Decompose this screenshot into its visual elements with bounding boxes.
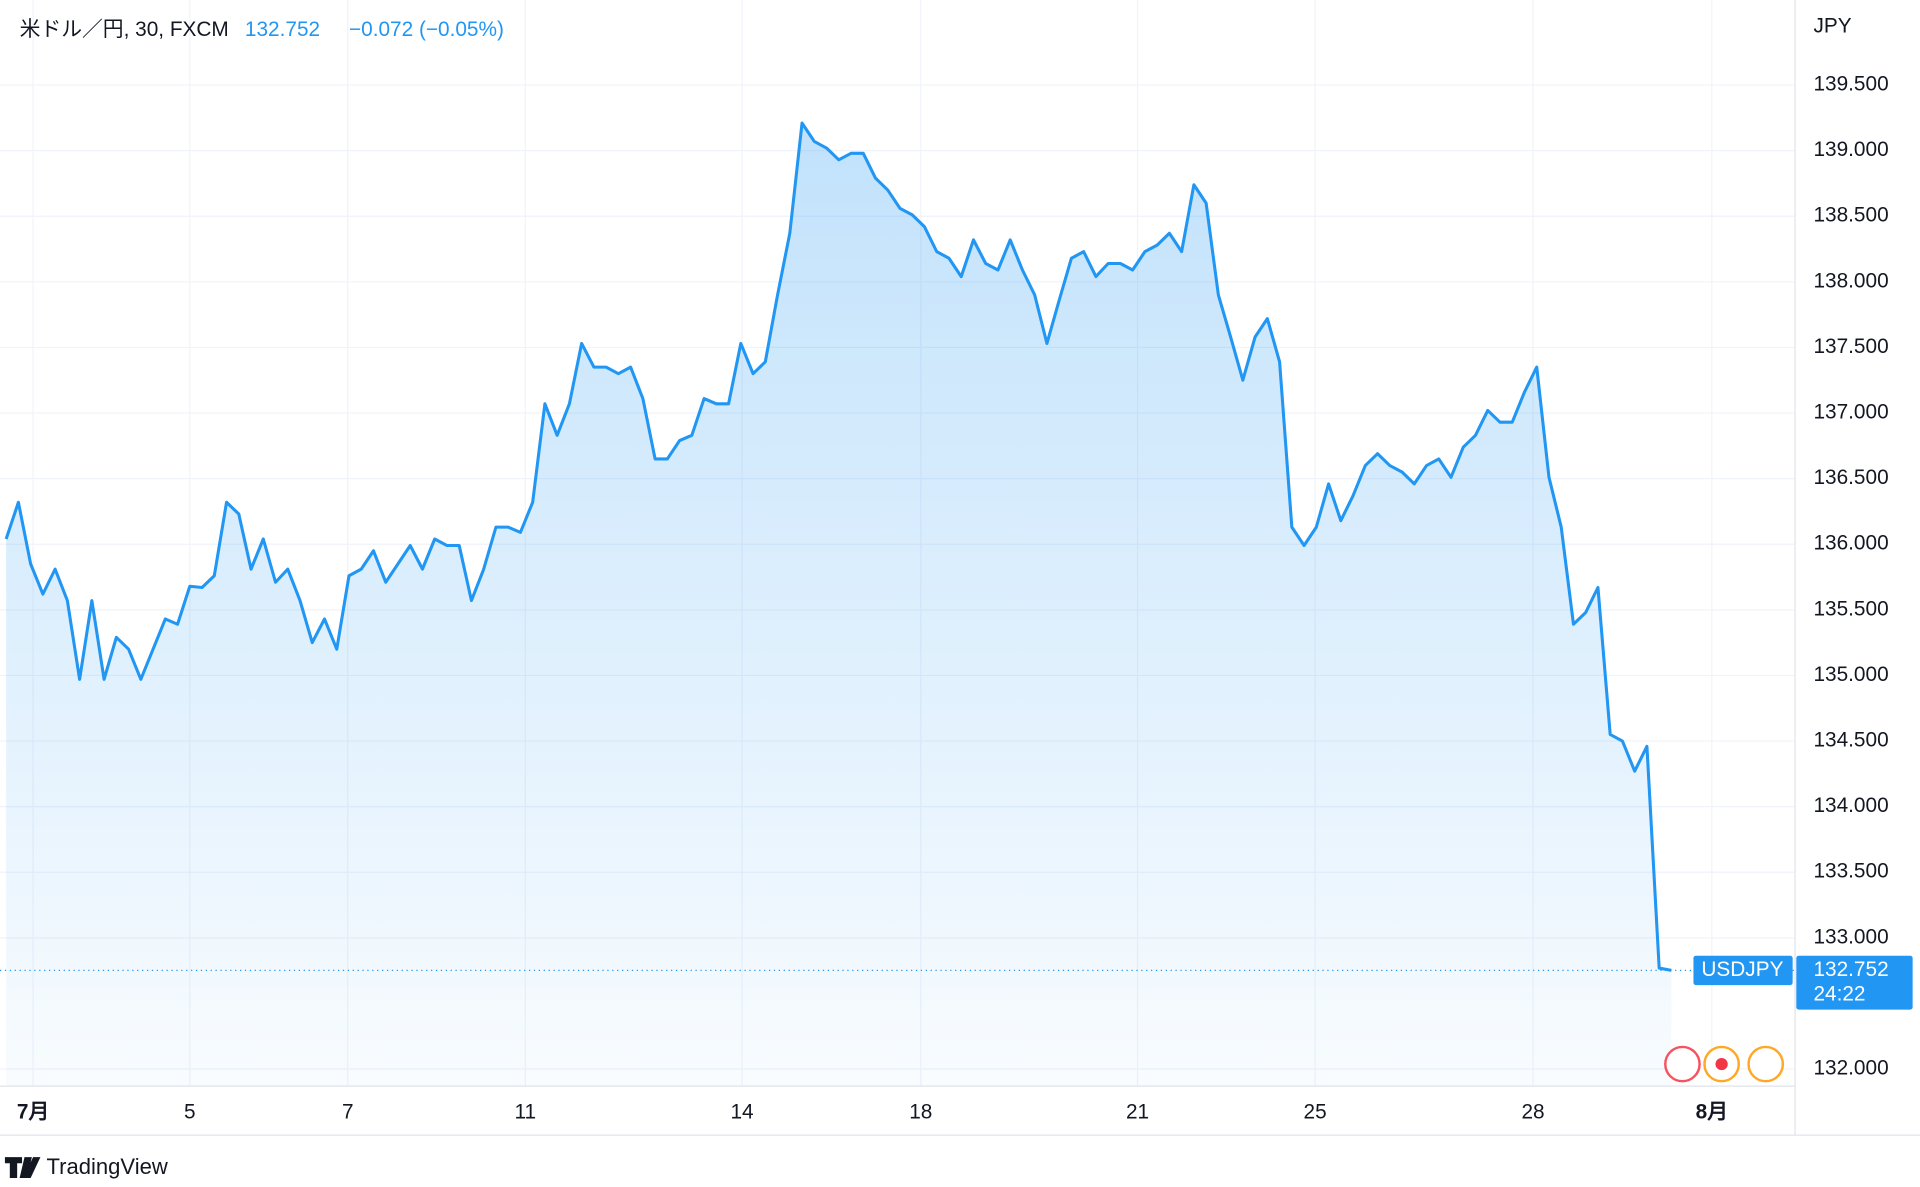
x-tick-label: 8月: [1696, 1101, 1728, 1124]
brand[interactable]: TradingView: [4, 1154, 168, 1179]
y-tick-label: 136.500: [1813, 466, 1888, 489]
price-tag-countdown: 24:22: [1813, 982, 1865, 1005]
x-tick-label: 7月: [17, 1101, 49, 1124]
symbol-tag: [1693, 955, 1793, 986]
area-fill: [6, 123, 1672, 1087]
price-line: [4, 121, 1672, 972]
y-tick-label: 137.000: [1813, 401, 1888, 424]
x-tick-label: 11: [515, 1101, 537, 1124]
symbol-tag-text: USDJPY: [1701, 958, 1783, 981]
last-price: 132.752: [245, 18, 320, 41]
price-change: −0.072 (−0.05%): [349, 18, 504, 41]
brand-logo: [4, 1157, 41, 1178]
y-tick-label: 137.500: [1813, 335, 1888, 358]
y-tick-label: 133.000: [1813, 925, 1888, 948]
y-tick-label: 135.000: [1813, 663, 1888, 686]
symbol-title: 米ドル／円, 30, FXCM: [20, 18, 229, 41]
y-tick-label: 135.500: [1813, 597, 1888, 620]
x-tick-label: 18: [909, 1101, 932, 1124]
y-tick-label: 136.000: [1813, 532, 1888, 555]
event-icons[interactable]: [1664, 1045, 1785, 1083]
brand-name: TradingView: [47, 1154, 168, 1179]
y-tick-label: 134.000: [1813, 794, 1888, 817]
y-tick-label: 138.000: [1813, 269, 1888, 292]
jp-flag-dot: [1715, 1057, 1728, 1071]
x-tick-label: 21: [1126, 1101, 1149, 1124]
x-tick-label: 28: [1521, 1101, 1544, 1124]
x-tick-label: 14: [730, 1101, 753, 1124]
y-tick-label: 139.000: [1813, 138, 1888, 161]
x-tick-label: 25: [1304, 1101, 1327, 1124]
y-tick-label: 138.500: [1813, 204, 1888, 227]
y-tick-label: 134.500: [1813, 729, 1888, 752]
y-tick-label: 132.000: [1813, 1057, 1888, 1080]
x-tick-label: 5: [184, 1101, 196, 1124]
y-tick-label: 133.500: [1813, 860, 1888, 883]
y-tick-label: 139.500: [1813, 73, 1888, 96]
us-flag-icon[interactable]: [1747, 1045, 1785, 1083]
price-tag: [1796, 955, 1913, 1010]
x-tick-label: 7: [342, 1101, 354, 1124]
currency: JPY: [1813, 14, 1851, 37]
us-flag-icon[interactable]: [1664, 1045, 1701, 1083]
price-tag-price: 132.752: [1813, 958, 1888, 981]
